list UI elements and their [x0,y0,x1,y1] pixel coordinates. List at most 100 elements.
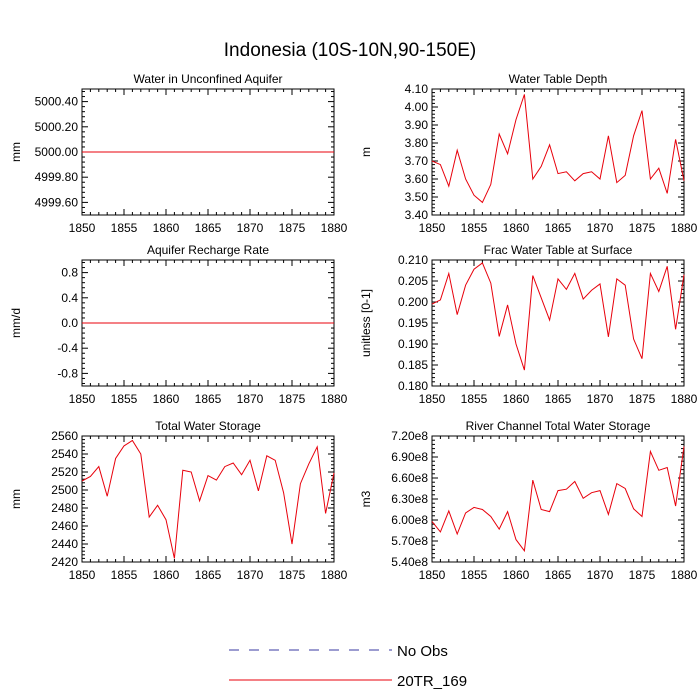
x-tick-label: 1875 [629,392,656,406]
panel-total-water-storage: Total Water Storage mm 1850 1855 1860 1865 187… [9,419,348,582]
plot-frame [431,435,685,563]
y-tick-label: 0.210 [398,253,428,267]
y-tick-label: 0.4 [61,291,78,305]
x-tick-label: 1850 [419,392,446,406]
x-tick-label: 1850 [419,221,446,235]
x-tick-label: 1850 [69,221,96,235]
y-tick-label: 2520 [51,465,78,479]
x-tick-label: 1870 [237,568,264,582]
y-tick-label: 2560 [51,429,78,443]
y-tick-label: 4999.80 [35,170,79,184]
panel-title: River Channel Total Water Storage [466,419,651,433]
x-tick-label: 1880 [671,221,698,235]
x-tick-label: 1865 [545,221,572,235]
y-tick-label: 2420 [51,555,78,569]
panel-title: Water in Unconfined Aquifer [134,72,283,86]
x-tick-label: 1865 [195,568,222,582]
x-tick-label: 1850 [69,392,96,406]
x-tick-label: 1850 [419,568,446,582]
panel-title: Water Table Depth [509,72,608,86]
panel-river-channel-storage: River Channel Total Water Storage m3 1850 1… [359,419,698,582]
y-axis-label: m3 [359,490,373,507]
x-tick-label: 1875 [629,568,656,582]
y-tick-label: 7.20e8 [391,429,428,443]
x-tick-label: 1865 [195,221,222,235]
y-tick-label: -0.8 [57,366,78,380]
panel-aquifer-water: Water in Unconfined Aquifer mm 1850 1855 186… [9,72,348,235]
y-tick-label: 6.60e8 [391,471,428,485]
x-tick-label: 1855 [461,568,488,582]
x-tick-label: 1875 [629,221,656,235]
y-tick-label: 0.190 [398,337,428,351]
x-tick-label: 1880 [321,221,348,235]
y-tick-label: 4.10 [405,82,429,96]
legend: No Obs 20TR_169 [229,643,467,690]
panel-title: Frac Water Table at Surface [484,243,633,257]
panel-title: Aquifer Recharge Rate [147,243,269,257]
y-tick-label: 2480 [51,501,78,515]
panel-water-table-depth: Water Table Depth m 1850 1855 1860 1865 1870 18… [359,72,698,235]
x-tick-label: 1865 [195,392,222,406]
y-axis-label: mm [9,142,23,162]
x-tick-label: 1880 [671,392,698,406]
legend-label-20tr-169: 20TR_169 [397,673,467,690]
x-tick-label: 1865 [545,568,572,582]
x-tick-label: 1860 [503,392,530,406]
y-tick-label: 3.60 [405,172,429,186]
panel-title: Total Water Storage [155,419,261,433]
x-tick-label: 1855 [111,568,138,582]
y-tick-label: 5.40e8 [391,555,428,569]
panel-recharge-rate: Aquifer Recharge Rate mm/d 1850 1855 1860 186… [9,243,348,406]
y-tick-label: 5000.20 [35,120,79,134]
x-tick-label: 1870 [587,568,614,582]
y-tick-label: 0.200 [398,295,428,309]
x-tick-label: 1880 [321,392,348,406]
y-tick-label: 4999.60 [35,195,79,209]
y-tick-label: 0.205 [398,274,428,288]
y-tick-label: 5.70e8 [391,534,428,548]
x-tick-label: 1865 [545,392,572,406]
y-tick-label: 0.195 [398,316,428,330]
x-tick-label: 1870 [587,392,614,406]
legend-label-no-obs: No Obs [397,643,448,660]
y-tick-label: -0.4 [57,341,78,355]
plot-frame [431,88,685,216]
x-tick-label: 1880 [671,568,698,582]
x-tick-label: 1855 [461,221,488,235]
y-tick-label: 0.8 [61,266,78,280]
series-line-20tr-169 [431,262,685,371]
x-tick-label: 1850 [69,568,96,582]
x-tick-label: 1855 [111,392,138,406]
y-tick-label: 3.90 [405,118,429,132]
y-tick-label: 5000.00 [35,145,79,159]
y-tick-label: 2540 [51,447,78,461]
x-tick-label: 1875 [279,392,306,406]
y-tick-label: 0.0 [61,316,78,330]
y-tick-label: 0.180 [398,379,428,393]
x-tick-label: 1860 [153,392,180,406]
y-tick-label: 2500 [51,483,78,497]
y-tick-label: 6.00e8 [391,513,428,527]
x-tick-label: 1860 [503,221,530,235]
y-tick-label: 3.50 [405,190,429,204]
x-tick-label: 1870 [237,392,264,406]
y-tick-label: 3.80 [405,136,429,150]
y-tick-label: 6.30e8 [391,492,428,506]
y-tick-label: 3.40 [405,208,429,222]
y-tick-label: 2440 [51,537,78,551]
x-tick-label: 1875 [279,221,306,235]
panels: Water in Unconfined Aquifer mm 1850 1855 186… [9,72,698,582]
y-axis-label: unitless [0-1] [359,289,373,357]
y-tick-label: 2460 [51,519,78,533]
y-tick-label: 4.00 [405,100,429,114]
panel-frac-water-table: Frac Water Table at Surface unitless [0-1… [359,243,698,406]
x-tick-label: 1860 [153,568,180,582]
x-tick-label: 1880 [321,568,348,582]
series-line-20tr-169 [81,439,335,559]
y-tick-label: 6.90e8 [391,450,428,464]
y-tick-label: 3.70 [405,154,429,168]
x-tick-label: 1860 [503,568,530,582]
x-tick-label: 1855 [461,392,488,406]
x-tick-label: 1855 [111,221,138,235]
